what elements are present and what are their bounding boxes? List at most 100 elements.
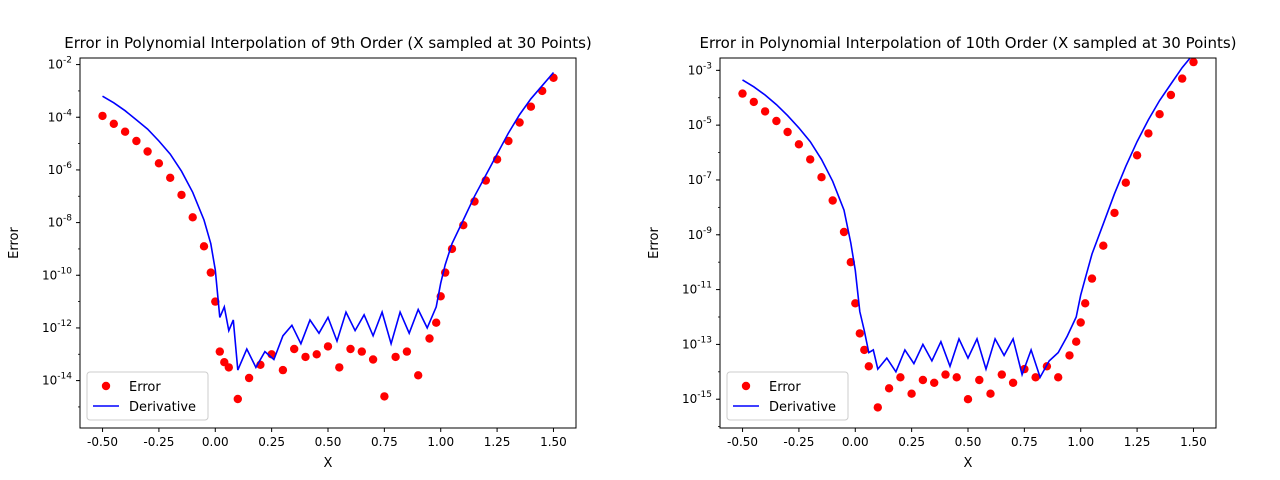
plot1-title: Error in Polynomial Interpolation of 9th…: [64, 34, 592, 52]
plot2-y-tick-label: 10-13: [682, 335, 712, 351]
plot2-axes-frame: [719, 57, 1217, 429]
plot1-x-tick-label: 0.50: [315, 435, 342, 449]
plot2-y-tick-label: 10-7: [688, 171, 712, 187]
plot2-y-tick-base: 10: [688, 63, 703, 77]
plot2-legend-derivative-label: Derivative: [769, 400, 836, 415]
plot1-error-point: [120, 127, 130, 136]
plot1-y-tick-exponent: -12: [57, 319, 72, 329]
plot2-y-axis-label: Error: [647, 227, 662, 259]
plot1-y-tick-base: 10: [48, 163, 63, 177]
plot1-y-tick-base: 10: [42, 374, 57, 388]
plot2-error-point: [1189, 58, 1198, 67]
plot2-error-point: [1031, 373, 1040, 382]
plot2-error-point: [760, 107, 770, 116]
plot2-y-tick-label: 10-5: [688, 116, 712, 132]
plot1-error-point: [290, 344, 299, 354]
plot2-error-point: [738, 89, 747, 98]
plot1-legend-box: [86, 371, 209, 421]
plot1-error-point: [224, 363, 233, 372]
plot2-x-axis-label: X: [964, 456, 973, 471]
plot2-y-tick-base: 10: [688, 228, 703, 242]
plot2-error-point: [1099, 241, 1108, 250]
plot1-error-point: [132, 136, 141, 146]
plot2-error-point: [851, 299, 860, 308]
plot1-error-point: [335, 363, 344, 372]
plot1-error-point: [368, 355, 378, 364]
plot2-error-point: [896, 373, 905, 382]
plot1-legend-error-label: Error: [129, 380, 161, 395]
plot1-error-point: [301, 352, 310, 362]
plot1-error-point: [244, 373, 254, 383]
plot2-y-tick-label: 10-15: [682, 390, 712, 406]
plot1-x-tick-label: 1.00: [427, 435, 454, 449]
plot1-y-tick-exponent: -10: [57, 266, 72, 276]
plot1-y-tick-exponent: -2: [63, 56, 72, 66]
plot2-error-point: [855, 329, 864, 338]
plot2-error-point: [783, 127, 792, 137]
plot2-error-point: [1054, 373, 1063, 382]
plot1-x-tick-label: 0.75: [371, 435, 398, 449]
plot1-error-point: [323, 342, 333, 351]
plot2-error-point: [963, 395, 973, 404]
plot2-error-point: [930, 378, 939, 387]
plot1-error-point: [215, 347, 224, 356]
plot2-error-point: [1178, 74, 1187, 83]
plot1-y-tick-label: 10-12: [42, 319, 72, 335]
plot2-error-point: [794, 140, 804, 149]
plot1-axes-frame: [79, 57, 577, 429]
plot1-error-point: [391, 352, 400, 362]
plot1-error-point: [98, 111, 107, 121]
plot1-legend-error-marker: [101, 381, 111, 391]
plot2-y-tick-exponent: -9: [703, 226, 712, 236]
plot2-x-tick-label: 1.50: [1180, 435, 1207, 449]
plot2-error-point: [1087, 274, 1097, 283]
plot1-error-point: [402, 347, 412, 356]
plot1-error-point: [177, 190, 186, 200]
plot2-x-tick-label: 0.25: [898, 435, 925, 449]
plot2-error-point: [749, 97, 758, 107]
plot1-error-point: [109, 119, 119, 128]
plot2-x-tick-label: 1.25: [1124, 435, 1151, 449]
plot1-error-point: [188, 213, 197, 222]
plot2-error-point: [907, 389, 916, 398]
plot2-error-point: [941, 370, 950, 379]
plot1-y-tick-label: 10-4: [48, 108, 73, 124]
plot2-error-point: [873, 403, 882, 412]
plot1-x-tick-label: -0.50: [87, 435, 118, 449]
plot1-x-tick-label: 1.50: [540, 435, 567, 449]
plot1-x-tick-label: 0.25: [258, 435, 285, 449]
plot2-error-point: [1065, 351, 1074, 360]
plot2-error-point: [828, 196, 837, 205]
plot1-error-point: [504, 136, 513, 146]
plot1-y-tick-exponent: -14: [57, 372, 72, 382]
plot1-y-axis-label: Error: [7, 227, 22, 259]
plot2-error-point: [1072, 337, 1081, 346]
plot2-legend-error-marker: [741, 381, 751, 391]
plot1-error-point: [154, 159, 164, 168]
plot1-error-point: [380, 392, 389, 401]
plot1-error-point: [432, 318, 441, 327]
plot2-error-point: [1110, 208, 1119, 218]
plot2-error-point: [975, 375, 984, 385]
plot1-y-tick-label: 10-8: [48, 214, 73, 230]
plot2-error-point: [1081, 299, 1090, 308]
plot1-y-tick-base: 10: [48, 110, 63, 124]
plot2-x-tick-label: 0.75: [1011, 435, 1038, 449]
plot2-error-point: [1144, 129, 1153, 138]
plot1-y-tick-exponent: -8: [63, 214, 72, 224]
plot2-y-tick-base: 10: [688, 118, 703, 132]
plot2-legend-error-label: Error: [769, 380, 801, 395]
plot2-error-point: [884, 384, 894, 393]
plot1-y-tick-base: 10: [42, 321, 57, 335]
plot1-error-point: [278, 365, 288, 375]
plot1-x-tick-label: 0.00: [202, 435, 229, 449]
plot1-derivative-line: [102, 71, 555, 371]
plot2-error-point: [1155, 110, 1164, 119]
plot2-error-point: [1132, 151, 1142, 160]
plot2-error-point: [997, 370, 1006, 379]
plot1-y-tick-label: 10-2: [48, 56, 72, 72]
plot1-error-point: [233, 394, 242, 404]
plot1-x-tick-label: 1.25: [484, 435, 511, 449]
plot2-y-tick-base: 10: [682, 392, 697, 406]
